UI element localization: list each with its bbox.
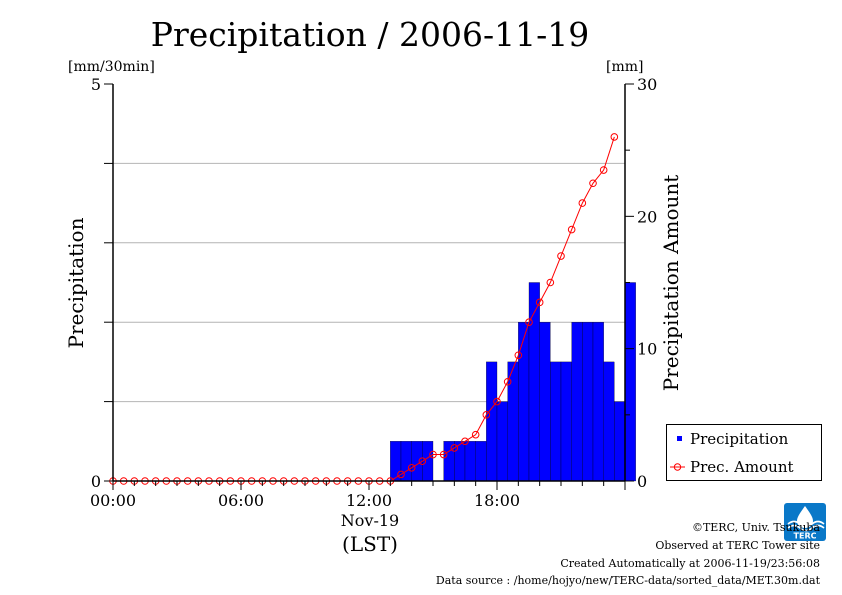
precipitation-bar [486, 361, 498, 482]
precipitation-bar [614, 401, 626, 482]
prec-amount-point [599, 166, 608, 174]
prec-amount-point [418, 457, 427, 465]
prec-amount-point [610, 133, 619, 141]
precipitation-bar [400, 441, 412, 482]
prec-amount-point [567, 225, 576, 234]
prec-amount-point [514, 351, 523, 360]
legend-swatch-precipitation [677, 436, 682, 441]
precipitation-bar [603, 361, 615, 482]
prec-amount-point [407, 463, 416, 472]
prec-amount-point [535, 298, 544, 307]
prec-amount-point [589, 179, 597, 188]
legend-swatch-prec-amount [670, 463, 685, 471]
right-tick-label: 10 [637, 340, 657, 359]
right-tick-label: 20 [637, 207, 657, 226]
chart-title: Precipitation / 2006-11-19 [151, 15, 589, 54]
precipitation-bar [582, 322, 594, 482]
x-tick-label: 00:00 [90, 491, 136, 510]
tick-labels: 0 5 0 10 20 30 00:00 06:00 12:00 18:00 [90, 75, 657, 510]
precipitation-bar [443, 441, 455, 482]
prec-amount-point [557, 252, 565, 260]
prec-amount-point [493, 397, 501, 406]
legend: Precipitation Prec. Amount [666, 424, 822, 481]
legend-label-precipitation: Precipitation [690, 430, 789, 448]
left-tick-label: 5 [91, 75, 101, 94]
precipitation-bar [539, 322, 551, 482]
x-tick-label: 06:00 [218, 491, 264, 510]
x-sublabel: Nov-19 [341, 511, 399, 530]
right-tick-label: 30 [637, 75, 657, 94]
left-unit-label: [mm/30min] [68, 59, 155, 75]
precipitation-bar [475, 441, 487, 482]
prec-amount-point [578, 199, 587, 207]
prec-amount-point [429, 450, 437, 459]
terc-logo-icon: TERC [784, 503, 826, 541]
precipitation-bar [571, 322, 583, 482]
precipitation-bar [507, 361, 519, 482]
x-tick-label: 12:00 [346, 491, 392, 510]
prec-amount-point [450, 444, 459, 452]
precipitation-bar [411, 441, 423, 482]
precipitation-bar [422, 441, 434, 482]
right-unit-label: [mm] [606, 59, 643, 75]
right-axis-title: Precipitation Amount [659, 175, 683, 392]
prec-amount-point [546, 278, 555, 287]
x-tick-label: 18:00 [474, 491, 520, 510]
prec-amount-point [461, 437, 469, 446]
axes [104, 83, 634, 490]
precipitation-bar [624, 282, 636, 482]
prec-amount-point [525, 318, 533, 327]
precipitation-bar [518, 322, 530, 482]
right-tick-label: 0 [637, 472, 647, 491]
prec-amount-point [503, 377, 512, 386]
precipitation-bar [592, 322, 604, 482]
precipitation-bar [496, 401, 508, 482]
precipitation-bars [390, 282, 636, 482]
footer-copyright: ©TERC, Univ. Tsukuba [691, 521, 820, 534]
prec-amount-point [482, 411, 491, 419]
legend-label-prec-amount: Prec. Amount [690, 458, 794, 476]
x-unit-label: (LST) [342, 532, 398, 556]
precipitation-bar [560, 361, 572, 482]
footer-observed: Observed at TERC Tower site [655, 539, 820, 552]
prec-amount-point [471, 430, 480, 439]
precipitation-bar [550, 361, 562, 482]
left-tick-label: 0 [91, 472, 101, 491]
prec-amount-point [439, 450, 448, 459]
footer-source: Data source : /home/hojyo/new/TERC-data/… [435, 574, 820, 587]
footer-created: Created Automatically at 2006-11-19/23:5… [560, 557, 820, 570]
prec-amount-point [397, 470, 405, 479]
logo-text: TERC [794, 532, 817, 541]
left-axis-title: Precipitation [64, 217, 88, 348]
precipitation-bar [464, 441, 476, 482]
